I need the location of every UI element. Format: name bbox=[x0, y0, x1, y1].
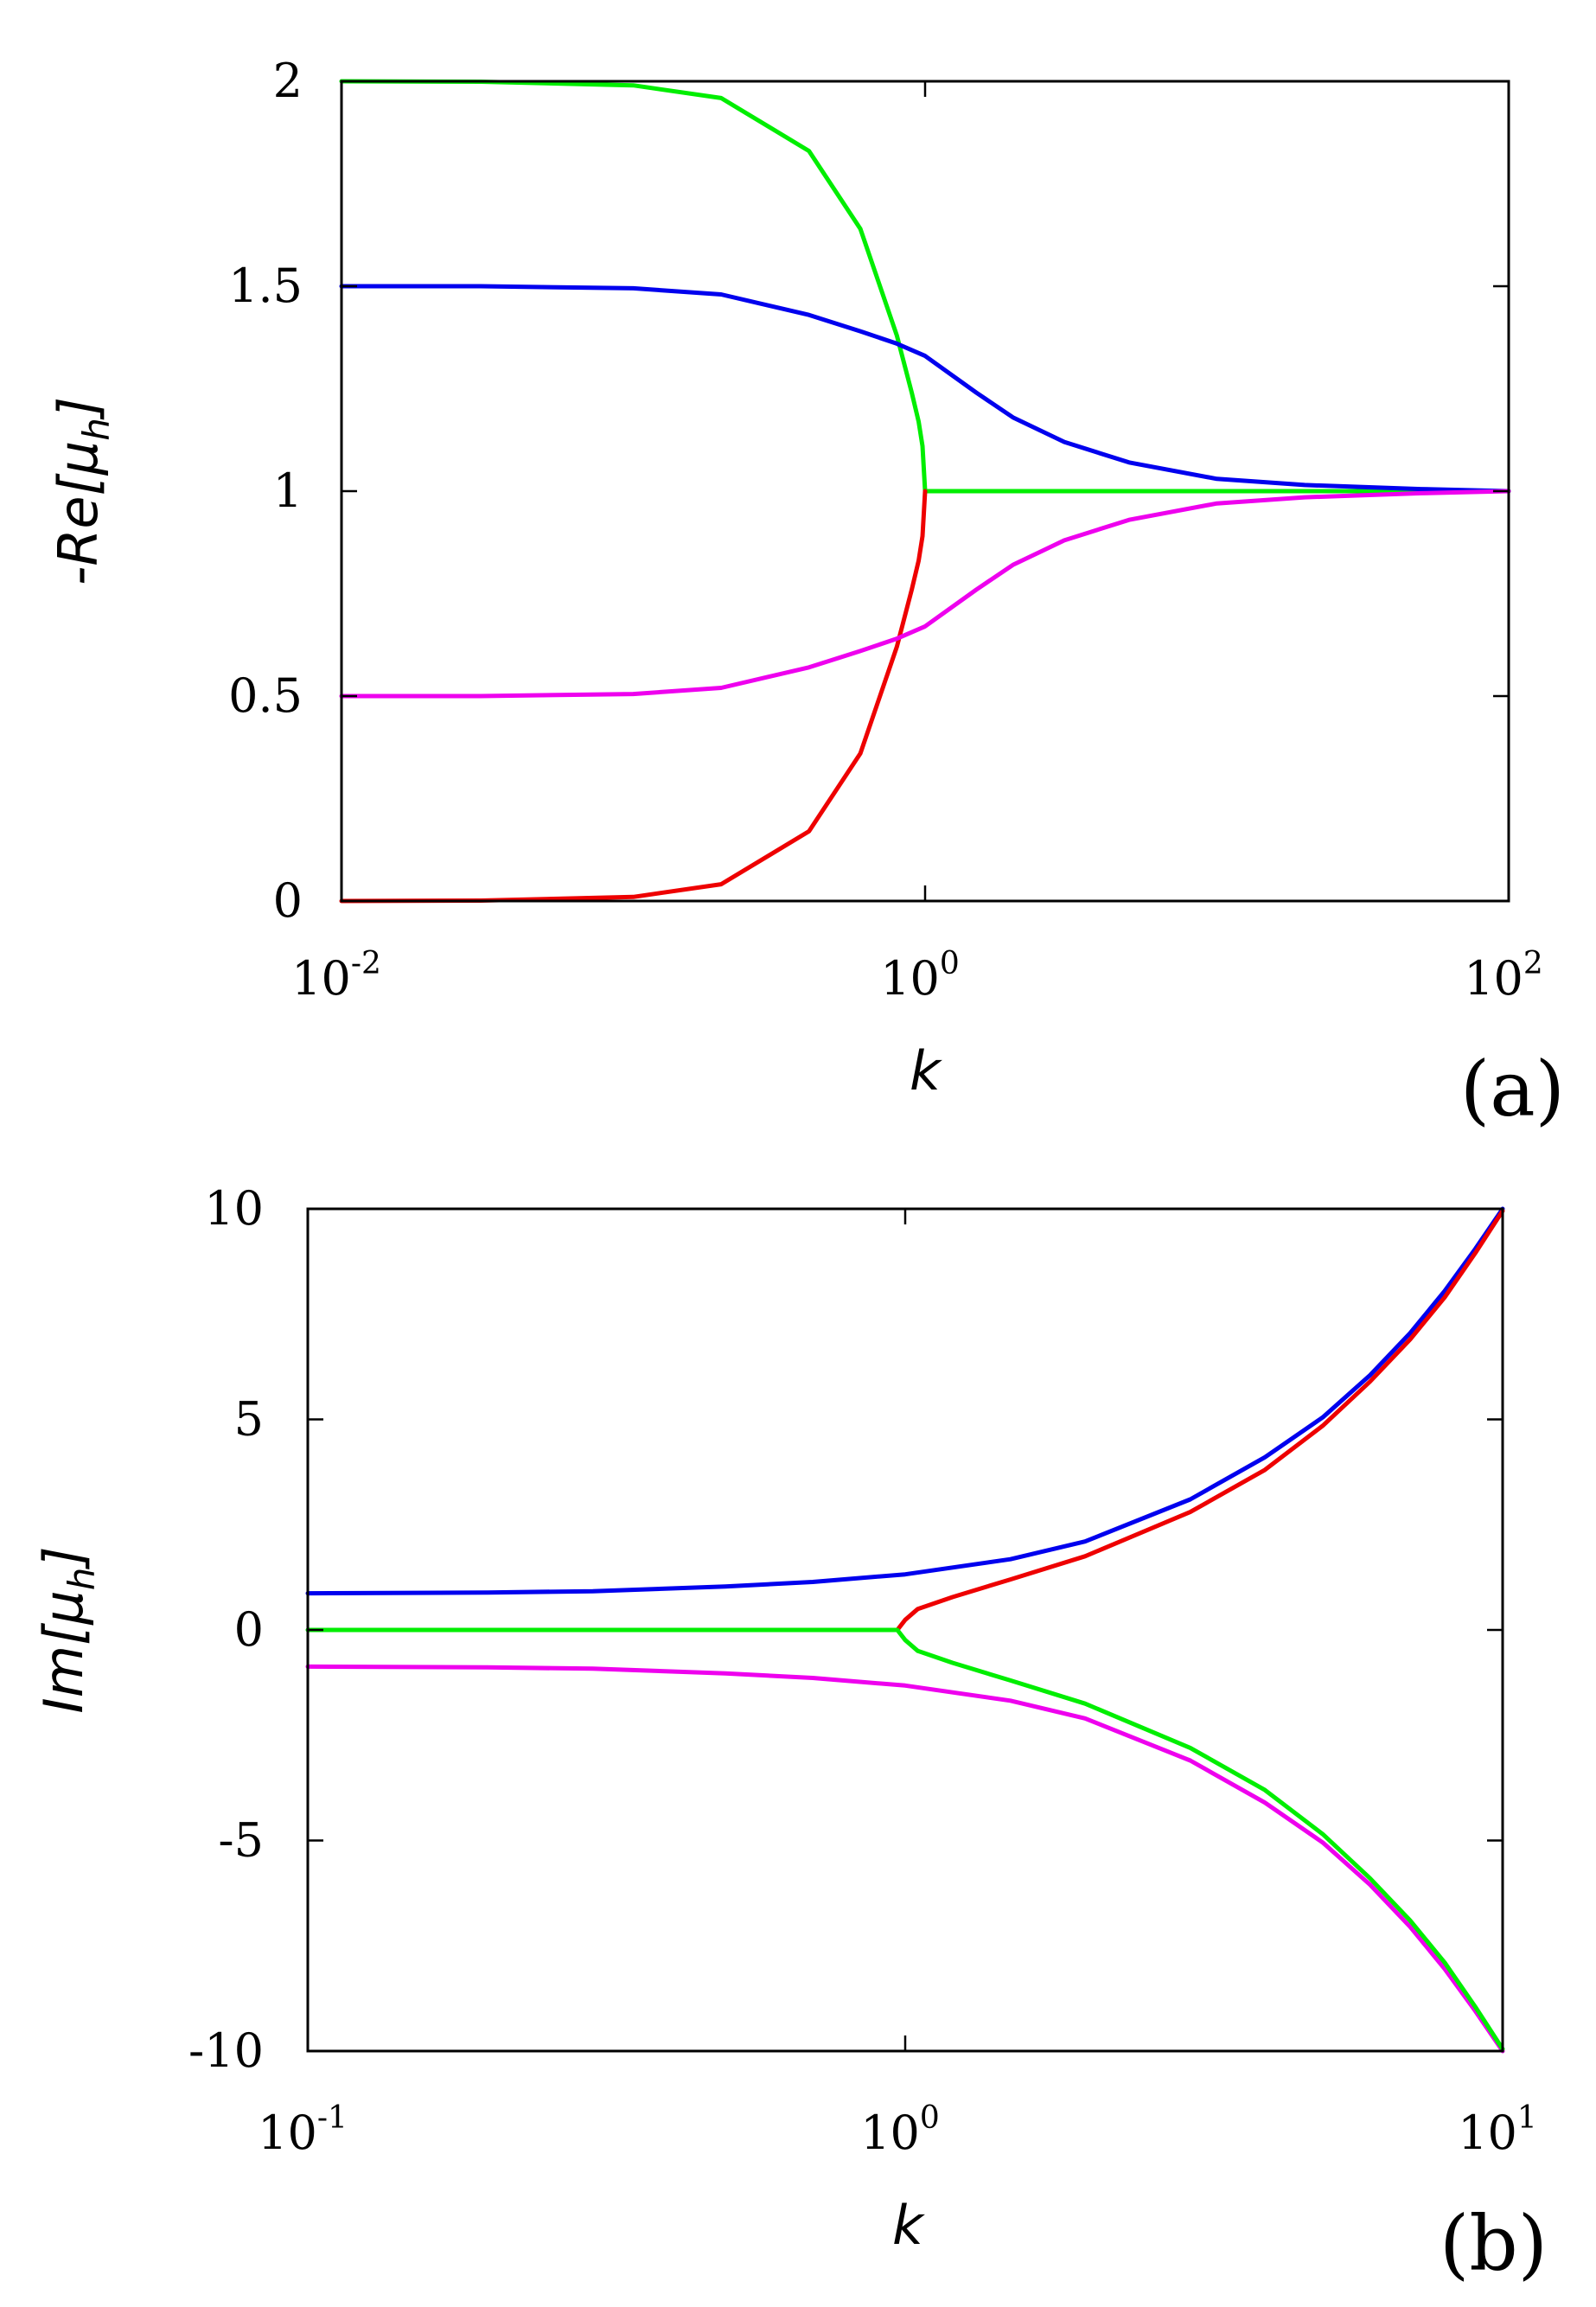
panel-a-y-axis-title-main: -Re[μ bbox=[47, 441, 110, 585]
panel-a-y-axis-title-sub: h bbox=[75, 418, 118, 441]
panel-a-y-axis-title: -Re[μh] bbox=[47, 397, 118, 585]
panel-a-ticks bbox=[340, 80, 1510, 903]
panel-a-series-blue bbox=[339, 284, 1511, 494]
panel-b-series-red bbox=[895, 1208, 1505, 1633]
panel-b-series-green bbox=[305, 1627, 1505, 2052]
panel-b-x-tick-label-0: 10-1 bbox=[258, 2100, 348, 2160]
panel-a-series-green bbox=[339, 79, 1511, 494]
panel-b-ticks bbox=[306, 1207, 1504, 2053]
panel-a-x-tick-label-2: 102 bbox=[1464, 946, 1543, 1006]
panel-a-tick-labels: 10-2 100 102 0 0.5 1 1.5 2 bbox=[228, 54, 1543, 1006]
panel-b-y-tick-label-3: 5 bbox=[234, 1392, 264, 1447]
panel-a-y-axis-title-close: ] bbox=[47, 397, 110, 420]
panel-b-series-blue bbox=[305, 1206, 1505, 1596]
panel-a-series-group bbox=[339, 79, 1511, 904]
panel-a-x-tick-label-1: 100 bbox=[880, 946, 960, 1006]
panel-b-series-magenta bbox=[305, 1664, 1505, 2054]
panel-a-x-axis-title: k bbox=[910, 1039, 942, 1102]
panel-b-y-axis-title-close: ] bbox=[32, 1546, 95, 1569]
panel-b-y-tick-label-2: 0 bbox=[234, 1602, 264, 1657]
panel-a-y-tick-label-2: 1 bbox=[273, 463, 303, 518]
panel-b-x-axis-title: k bbox=[892, 2194, 925, 2257]
panel-a-chart: 10-2 100 102 0 0.5 1 1.5 2 k -Re[μh] (a) bbox=[47, 54, 1565, 1134]
panel-b-y-tick-label-1: -5 bbox=[218, 1813, 264, 1868]
panel-b-x-tick-label-2: 101 bbox=[1458, 2100, 1537, 2160]
panel-b-tick-labels: 10-1 100 101 -10 -5 0 5 10 bbox=[188, 1181, 1537, 2160]
panel-b-y-axis-title: Im[μh] bbox=[32, 1546, 103, 1713]
panel-a-series-magenta bbox=[339, 489, 1511, 699]
panel-b-y-tick-label-4: 10 bbox=[204, 1181, 264, 1236]
panel-a-y-tick-label-3: 1.5 bbox=[228, 259, 303, 313]
panel-a-x-tick-label-0: 10-2 bbox=[291, 946, 381, 1006]
panel-b-x-tick-label-1: 100 bbox=[860, 2100, 940, 2160]
panel-b-label: (b) bbox=[1440, 2199, 1548, 2288]
panel-b-chart: 10-1 100 101 -10 -5 0 5 10 k Im[μh] (b) bbox=[32, 1181, 1548, 2288]
panel-a-y-tick-label-1: 0.5 bbox=[228, 668, 303, 723]
panel-a-y-tick-label-4: 2 bbox=[273, 54, 303, 108]
panel-b-y-axis-title-sub: h bbox=[61, 1568, 103, 1591]
panel-a-label: (a) bbox=[1460, 1045, 1565, 1134]
panel-b-y-tick-label-0: -10 bbox=[188, 2023, 264, 2078]
panel-b-y-axis-title-main: Im[μ bbox=[32, 1590, 95, 1713]
panel-a-series-red bbox=[339, 489, 928, 904]
panel-a-y-tick-label-0: 0 bbox=[273, 873, 303, 928]
panel-b-series-group bbox=[305, 1206, 1505, 2054]
